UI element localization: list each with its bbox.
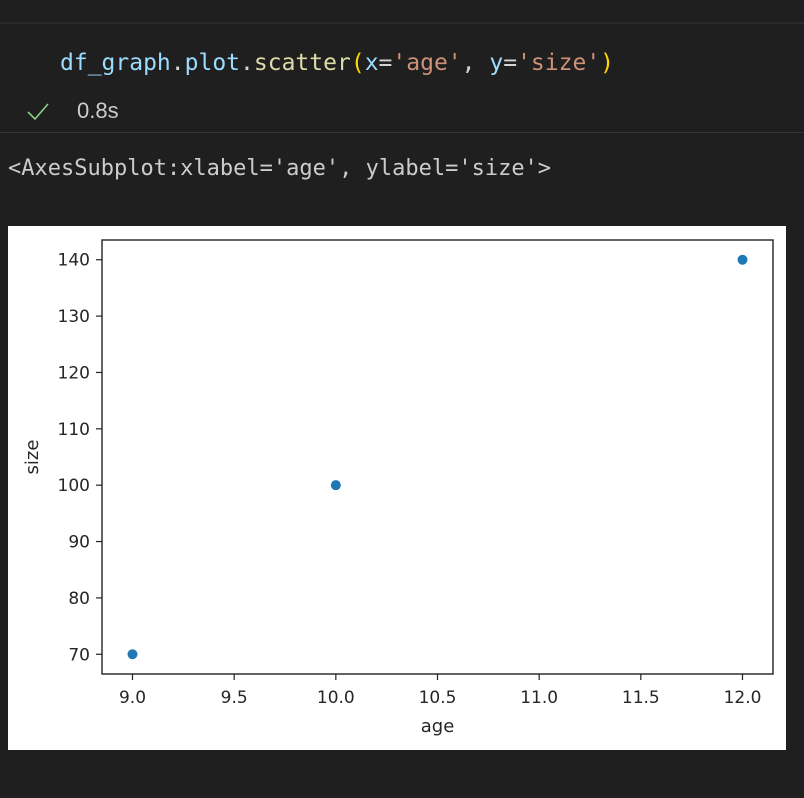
x-tick-label: 10.0 <box>317 688 355 708</box>
plot-frame <box>101 239 774 675</box>
x-tick-label: 11.5 <box>622 688 660 708</box>
code-token: ( <box>350 50 365 76</box>
code-token: x <box>364 50 379 76</box>
code-token: y <box>489 50 504 76</box>
code-token: = <box>378 50 393 76</box>
x-tick-label: 9.0 <box>119 688 146 708</box>
cell-divider <box>0 132 804 133</box>
cell-top-border <box>0 22 804 24</box>
y-tick-label: 70 <box>68 645 90 665</box>
top-strip <box>0 0 804 22</box>
y-tick-label: 80 <box>68 589 90 609</box>
x-tick-label: 10.5 <box>419 688 457 708</box>
code-token: . <box>170 50 185 76</box>
scatter-plot: 70 80 90 100 110 120 130 140 9.0 9.5 10.0 10.5 11.0 1… <box>8 226 786 750</box>
x-axis-label: age <box>421 716 455 737</box>
y-tick-label: 100 <box>58 476 90 496</box>
chart-svg: 70 80 90 100 110 120 130 140 9.0 9.5 10.0 10.5 11.0 1… <box>22 239 774 737</box>
execution-time: 0.8s <box>77 98 119 123</box>
code-token: df_graph <box>60 50 171 76</box>
data-point <box>737 254 748 265</box>
check-icon <box>26 99 50 123</box>
code-token: . <box>240 50 254 76</box>
code-token: 'size' <box>517 50 601 76</box>
code-token: scatter <box>253 50 351 76</box>
code-token: ) <box>600 50 615 76</box>
y-tick-label: 130 <box>58 307 90 327</box>
code-line[interactable]: df_graph.plot.scatter(x='age', y='size') <box>60 50 614 76</box>
x-tick-label: 11.0 <box>520 688 558 708</box>
output-repr: <AxesSubplot:xlabel='age', ylabel='size'… <box>8 156 552 181</box>
y-tick-label: 140 <box>58 251 90 271</box>
code-cell[interactable]: df_graph.plot.scatter(x='age', y='size')… <box>0 24 804 132</box>
code-token: 'age' <box>392 50 462 76</box>
x-tick-label: 9.5 <box>221 688 248 708</box>
execution-status: 0.8s <box>26 98 119 124</box>
code-token: plot <box>184 50 241 76</box>
y-axis-label: size <box>22 440 43 475</box>
x-tick-label: 12.0 <box>724 688 762 708</box>
data-point <box>330 480 341 491</box>
data-point <box>127 649 138 660</box>
code-token: = <box>503 50 518 76</box>
y-tick-label: 90 <box>68 533 90 553</box>
y-tick-label: 120 <box>58 363 90 383</box>
y-tick-label: 110 <box>58 420 90 440</box>
code-token: , <box>461 50 490 76</box>
